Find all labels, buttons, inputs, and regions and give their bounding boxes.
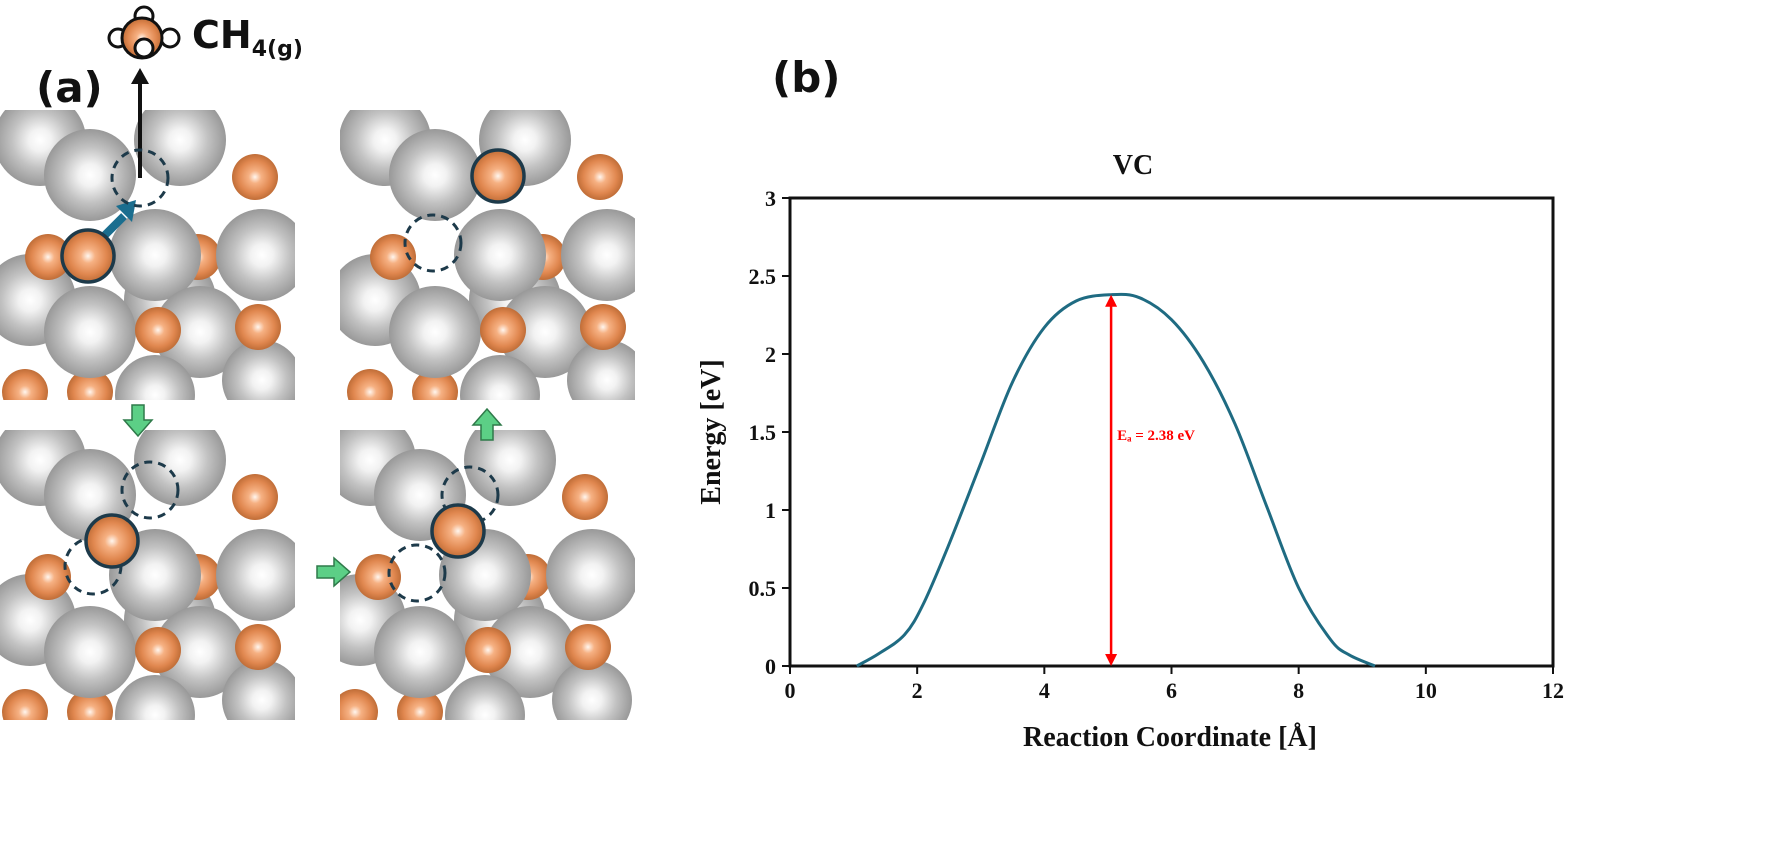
carbon-atom <box>67 369 113 400</box>
carbon-atom <box>232 154 278 200</box>
slab-step-1 <box>0 430 295 720</box>
carbon-atom <box>355 554 401 600</box>
carbon-atom <box>397 689 443 720</box>
x-tick-label: 4 <box>1039 678 1050 703</box>
y-tick-label: 0.5 <box>749 576 777 601</box>
vanadium-atom <box>134 430 226 506</box>
panel-b: (b) VC 0 2 4 6 8 10 12 0 0.5 1 1.5 2 2.5 3 Eₐ = 2.38… <box>696 53 1564 753</box>
methane-molecule <box>107 5 181 60</box>
vanadium-atom <box>460 355 540 400</box>
vanadium-atom <box>464 430 556 506</box>
carbon-atom <box>235 624 281 670</box>
y-tick-label: 0 <box>765 654 776 679</box>
y-axis-label: Energy [eV] <box>696 359 727 504</box>
y-tick-label: 1.5 <box>749 420 777 445</box>
activation-energy-arrow: Eₐ = 2.38 eV <box>1105 294 1195 666</box>
panel-a-label: (a) <box>36 63 103 112</box>
carbon-atom <box>562 474 608 520</box>
vanadium-atom <box>154 286 246 378</box>
carbon-atom <box>25 234 71 280</box>
step-arrow-down <box>122 404 154 438</box>
vanadium-atom <box>499 286 591 378</box>
x-tick-label: 8 <box>1293 678 1304 703</box>
carbon-atom <box>25 554 71 600</box>
x-tick-label: 2 <box>912 678 923 703</box>
x-tick-label: 6 <box>1166 678 1177 703</box>
vanadium-atom <box>389 286 481 378</box>
carbon-atom <box>565 624 611 670</box>
carbon-atom <box>232 474 278 520</box>
step-arrow-up <box>471 407 503 441</box>
x-axis-label: Reaction Coordinate [Å] <box>1023 722 1317 753</box>
energy-curve <box>856 292 1376 668</box>
methane-label: CH4(g) <box>192 13 303 62</box>
vanadium-atom <box>115 355 195 400</box>
slab-initial <box>0 110 295 400</box>
ea-arrowhead-bottom <box>1105 654 1118 666</box>
carbon-atom <box>2 689 48 720</box>
vanadium-atom <box>222 660 295 720</box>
vanadium-atom <box>552 660 632 720</box>
vanadium-atom <box>561 209 635 301</box>
diffusing-carbon <box>430 503 486 559</box>
carbon-atom <box>67 689 113 720</box>
vanadium-atom <box>454 209 546 301</box>
ea-label: Eₐ = 2.38 eV <box>1117 428 1195 444</box>
carbon-atom <box>465 627 511 673</box>
vanadium-atom <box>222 340 295 400</box>
desorption-arrow <box>131 68 149 178</box>
slab-step-2 <box>340 430 635 720</box>
carbon-atom <box>580 304 626 350</box>
vanadium-atom <box>216 209 295 301</box>
vacancy-marker <box>387 543 447 603</box>
x-axis: 0 2 4 6 8 10 12 <box>785 666 1564 703</box>
y-tick-label: 3 <box>765 186 776 211</box>
carbon-atom <box>135 307 181 353</box>
vacancy-marker <box>403 213 463 273</box>
slab-final <box>340 110 635 400</box>
x-tick-label: 12 <box>1542 678 1564 703</box>
vanadium-atom <box>115 675 195 720</box>
vanadium-atom <box>109 209 201 301</box>
vanadium-atom <box>44 606 136 698</box>
vacancy-marker <box>110 148 170 208</box>
x-tick-label: 0 <box>785 678 796 703</box>
carbon-atom <box>2 369 48 400</box>
diffusing-carbon <box>60 228 116 284</box>
carbon-atom <box>135 627 181 673</box>
vacancy-marker <box>120 460 180 520</box>
vanadium-atom <box>484 606 576 698</box>
diffusing-carbon <box>470 148 526 204</box>
panel-b-label: (b) <box>772 53 840 102</box>
carbon-atom <box>235 304 281 350</box>
vanadium-atom <box>216 529 295 621</box>
vanadium-atom <box>44 286 136 378</box>
y-tick-label: 2.5 <box>749 264 777 289</box>
vanadium-atom <box>567 340 635 400</box>
ea-arrowhead-top <box>1105 294 1118 307</box>
carbon-atom <box>412 369 458 400</box>
y-tick-label: 2 <box>765 342 776 367</box>
panel-a: (a) CH4(g) <box>0 5 635 720</box>
vanadium-atom <box>374 606 466 698</box>
y-axis: 0 0.5 1 1.5 2 2.5 3 <box>749 186 790 679</box>
vanadium-atom <box>546 529 635 621</box>
vanadium-atom <box>389 129 481 221</box>
chart-title: VC <box>1113 150 1153 181</box>
carbon-atom <box>347 369 393 400</box>
vanadium-atom <box>44 129 136 221</box>
carbon-atom <box>480 307 526 353</box>
y-tick-label: 1 <box>765 498 776 523</box>
x-tick-label: 10 <box>1415 678 1437 703</box>
vanadium-atom <box>134 110 226 186</box>
vanadium-atom <box>445 675 525 720</box>
carbon-atom <box>577 154 623 200</box>
diffusing-carbon <box>84 513 140 569</box>
step-arrow-right <box>316 556 352 588</box>
carbon-atom <box>340 689 378 720</box>
vanadium-atom <box>154 606 246 698</box>
